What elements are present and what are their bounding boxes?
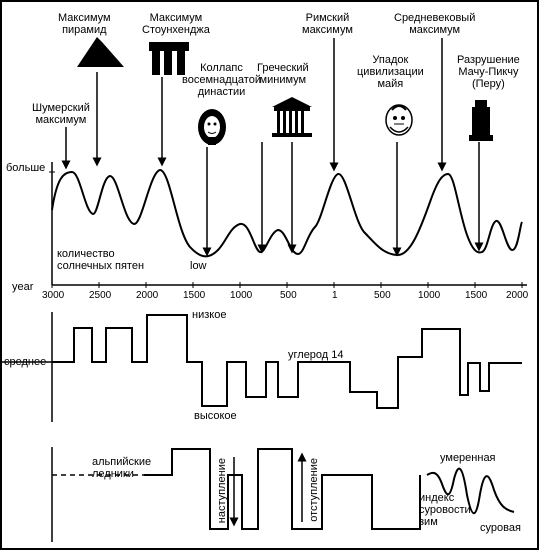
- stonehenge-icon: [149, 42, 189, 75]
- parthenon-icon: [272, 97, 312, 137]
- chart-container: Максимумпирамид Шумерскиймаксимум Максим…: [0, 0, 539, 550]
- severity-curve: [427, 469, 514, 514]
- glacier-curve: [144, 449, 420, 529]
- machu-icon: [469, 100, 493, 141]
- pharaoh-icon: [198, 109, 226, 145]
- pyramid-icon: [77, 37, 124, 67]
- c14-curve: [52, 315, 522, 408]
- chart-svg: [2, 2, 537, 548]
- sunspot-curve: [52, 170, 522, 256]
- mayan-icon: [386, 105, 412, 135]
